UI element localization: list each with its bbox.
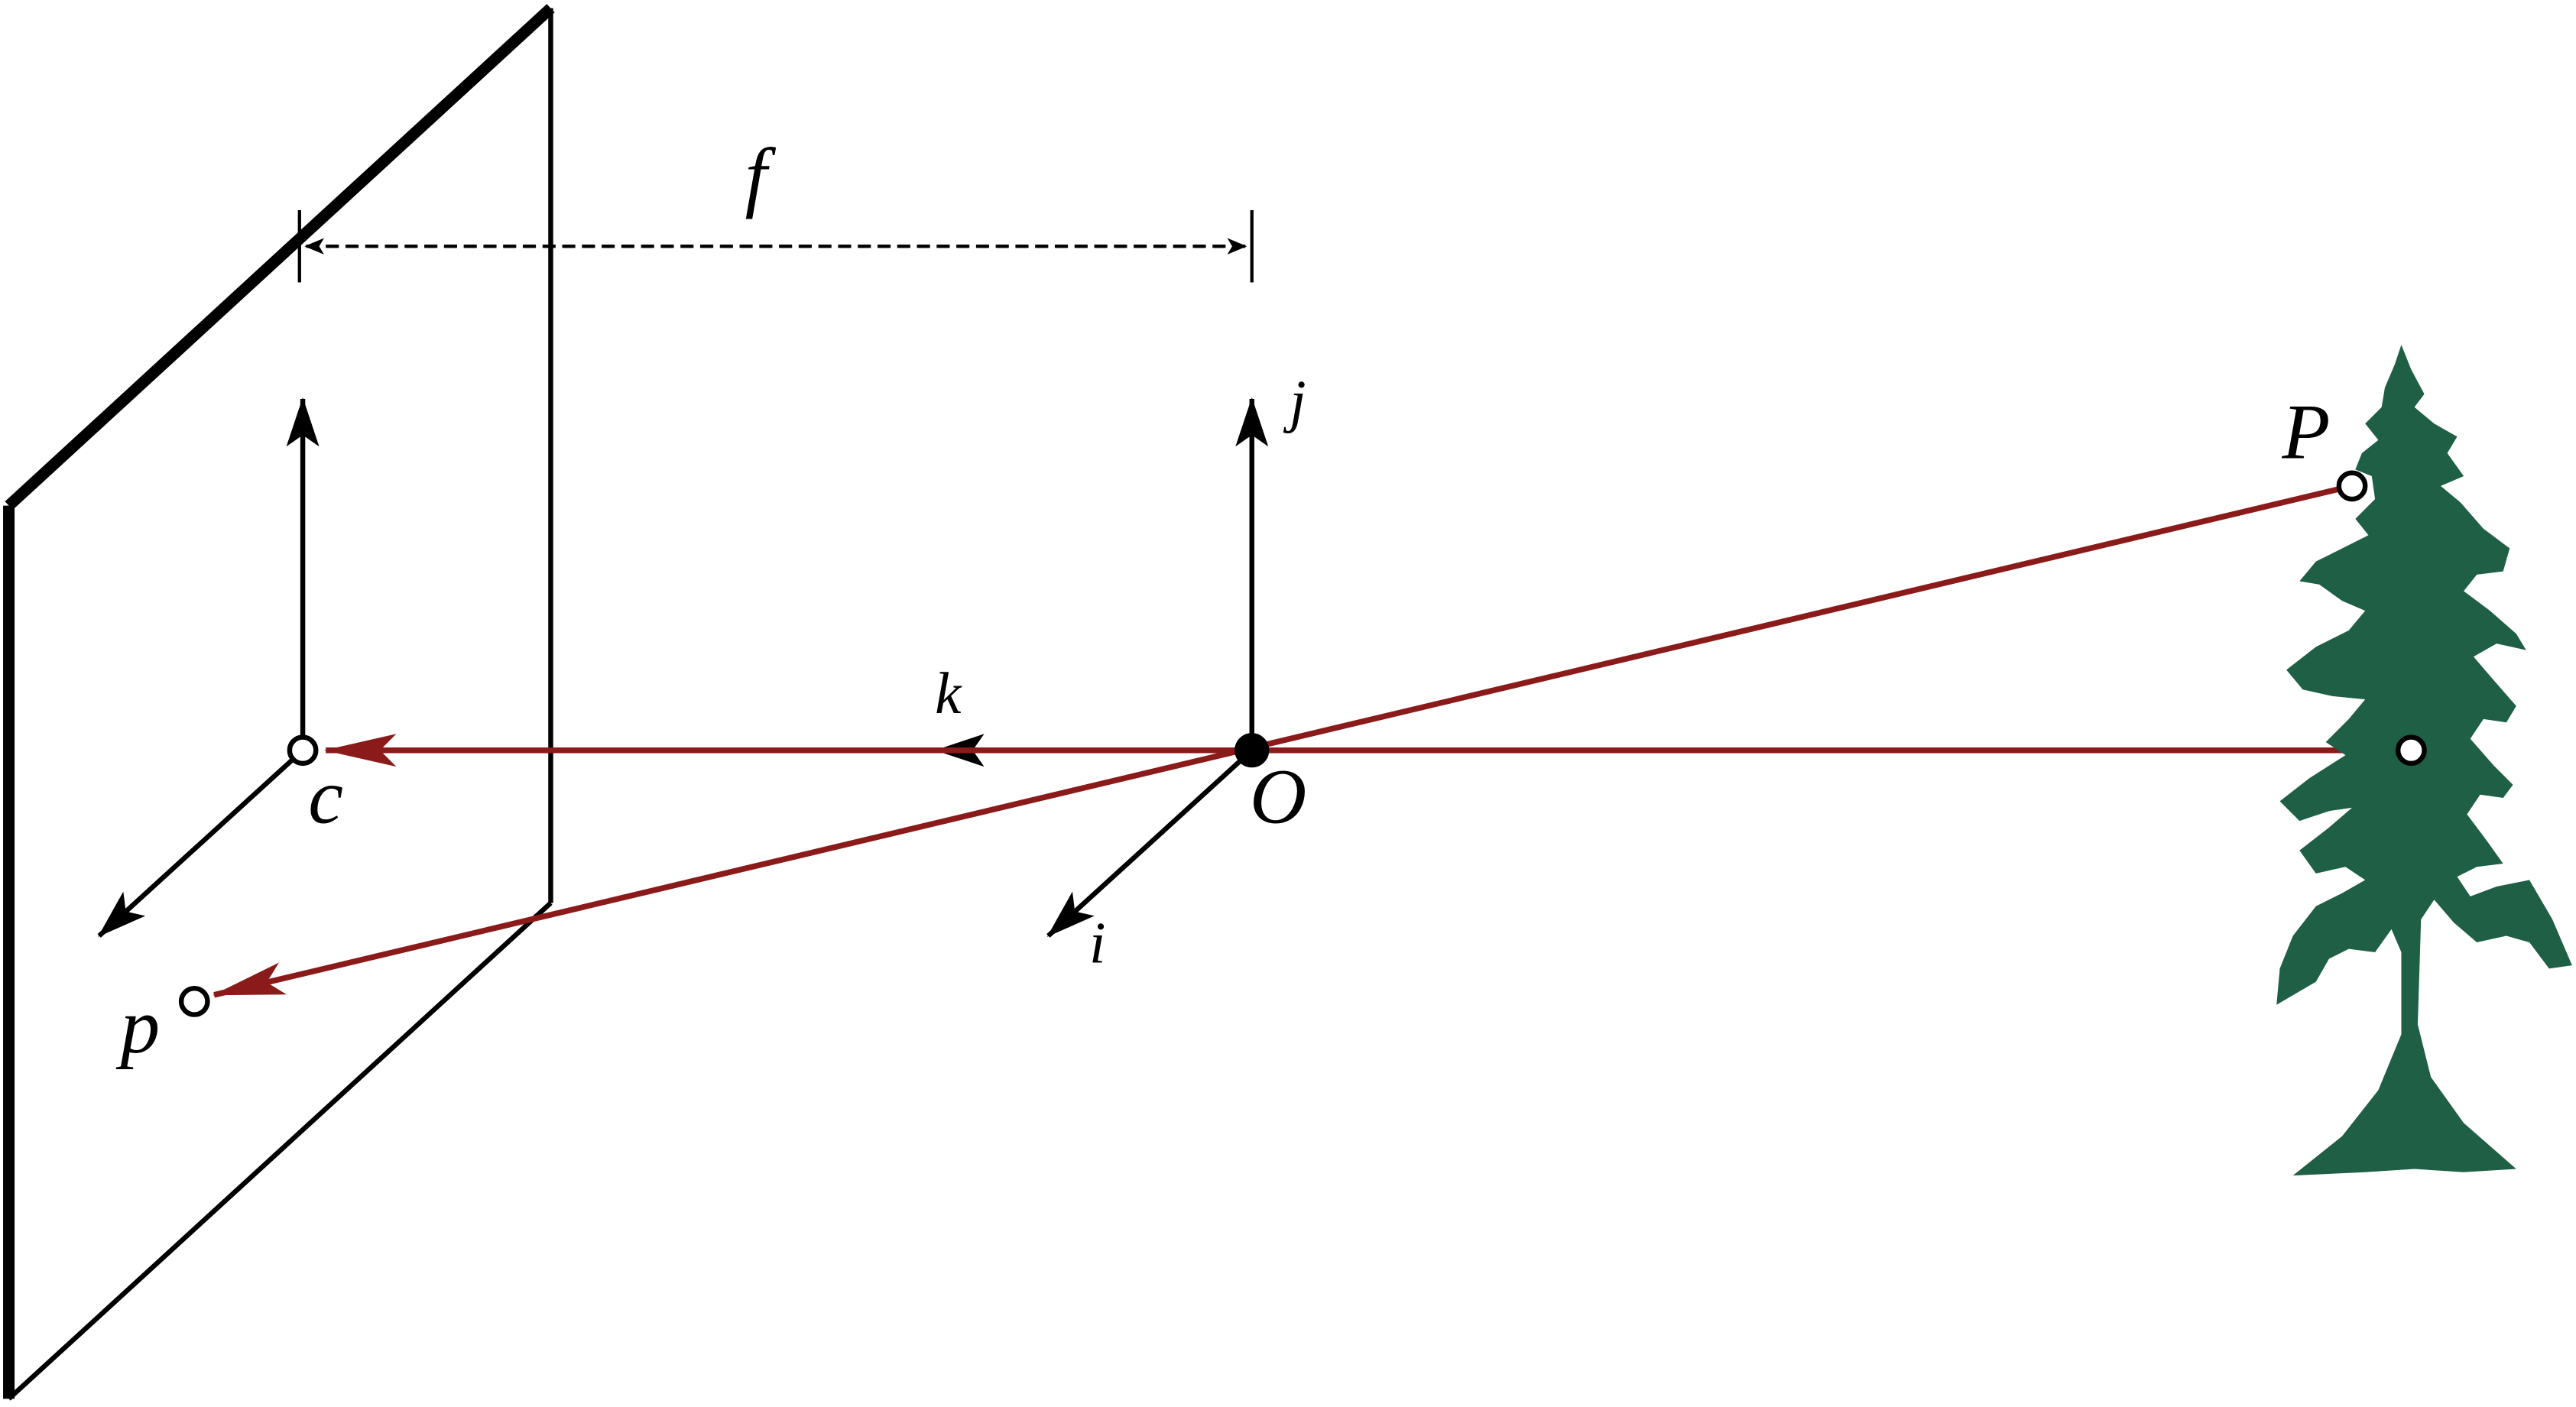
focal-dimension <box>297 209 1254 283</box>
label: p <box>115 983 161 1070</box>
camera-axes <box>935 397 1269 938</box>
label: j <box>1283 368 1306 434</box>
tree <box>2276 345 2572 1176</box>
label: P <box>2281 388 2330 475</box>
label: c <box>308 753 343 840</box>
label: i <box>1089 909 1105 975</box>
points <box>178 470 2427 1017</box>
image-axes <box>97 397 320 938</box>
label: O <box>1250 753 1306 840</box>
image-plane <box>3 4 555 1401</box>
label: f <box>745 132 777 219</box>
label: k <box>935 660 962 726</box>
rays <box>212 483 2412 998</box>
